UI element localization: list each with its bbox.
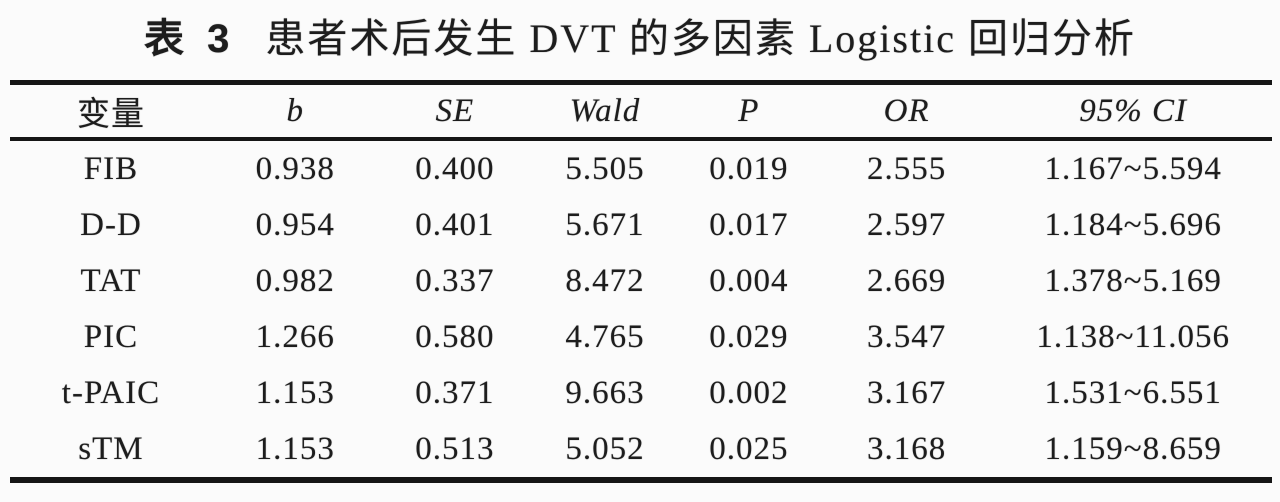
table-row-dd: D-D 0.954 0.401 5.671 0.017 2.597 1.184~… [10, 197, 1272, 253]
cell-ci: 1.531~6.551 [1044, 374, 1222, 411]
column-header-p: P [678, 82, 819, 141]
column-header-ci: 95% CI [994, 82, 1272, 141]
cell-b: 0.982 [255, 262, 335, 299]
column-header-b: b [211, 82, 379, 141]
cell-wald: 5.505 [565, 150, 645, 187]
cell-se: 0.580 [415, 318, 495, 355]
cell-or: 3.167 [866, 374, 947, 411]
column-header-se: SE [378, 82, 532, 141]
cell-variable: sTM [78, 430, 144, 467]
cell-or: 3.168 [866, 430, 947, 467]
table-row-pic: PIC 1.266 0.580 4.765 0.029 3.547 1.138~… [10, 309, 1272, 365]
header-row: 变量 b SE Wald P OR 95% CI [10, 82, 1272, 141]
cell-b: 0.938 [255, 150, 335, 187]
column-header-wald: Wald [531, 82, 679, 141]
cell-p: 0.029 [709, 318, 789, 355]
cell-or: 2.597 [866, 206, 947, 243]
cell-wald: 5.671 [565, 206, 645, 243]
cell-se: 0.401 [415, 206, 495, 243]
cell-wald: 9.663 [565, 374, 645, 411]
cell-p: 0.025 [709, 430, 789, 467]
table-row-stm: sTM 1.153 0.513 5.052 0.025 3.168 1.159~… [10, 421, 1272, 480]
cell-wald: 4.765 [565, 318, 645, 355]
table-number: 表 3 [144, 17, 236, 61]
cell-se: 0.371 [415, 374, 495, 411]
cell-ci: 1.167~5.594 [1044, 150, 1222, 187]
cell-variable: FIB [83, 150, 139, 187]
cell-ci: 1.159~8.659 [1044, 430, 1222, 467]
cell-or: 2.669 [866, 262, 947, 299]
table-row-fib: FIB 0.938 0.400 5.505 0.019 2.555 1.167~… [10, 139, 1272, 197]
column-header-variable: 变量 [10, 82, 212, 141]
cell-variable: t-PAIC [61, 374, 161, 411]
cell-se: 0.513 [415, 430, 495, 467]
cell-se: 0.337 [415, 262, 495, 299]
cell-p: 0.004 [709, 262, 789, 299]
cell-or: 2.555 [866, 150, 947, 187]
cell-p: 0.002 [709, 374, 789, 411]
cell-variable: PIC [83, 318, 139, 355]
cell-b: 1.153 [255, 374, 335, 411]
cell-se: 0.400 [415, 150, 495, 187]
column-header-or: OR [818, 82, 995, 141]
cell-ci: 1.378~5.169 [1044, 262, 1222, 299]
cell-wald: 5.052 [565, 430, 645, 467]
cell-wald: 8.472 [565, 262, 645, 299]
cell-variable: D-D [80, 206, 142, 243]
cell-p: 0.017 [709, 206, 789, 243]
table-caption: 患者术后发生 DVT 的多因素 Logistic 回归分析 [265, 16, 1136, 61]
table-row-tpaic: t-PAIC 1.153 0.371 9.663 0.002 3.167 1.5… [10, 365, 1272, 421]
cell-b: 0.954 [255, 206, 335, 243]
table-row-tat: TAT 0.982 0.337 8.472 0.004 2.669 1.378~… [10, 253, 1272, 309]
cell-ci: 1.138~11.056 [1036, 318, 1230, 355]
cell-p: 0.019 [709, 150, 789, 187]
cell-variable: TAT [80, 262, 142, 299]
table-title: 表 3 患者术后发生 DVT 的多因素 Logistic 回归分析 [0, 0, 1280, 80]
logistic-regression-table: 变量 b SE Wald P OR 95% CI FIB 0.938 0.400… [10, 80, 1272, 483]
cell-b: 1.153 [255, 430, 335, 467]
cell-or: 3.547 [866, 318, 947, 355]
cell-ci: 1.184~5.696 [1044, 206, 1222, 243]
cell-b: 1.266 [255, 318, 335, 355]
